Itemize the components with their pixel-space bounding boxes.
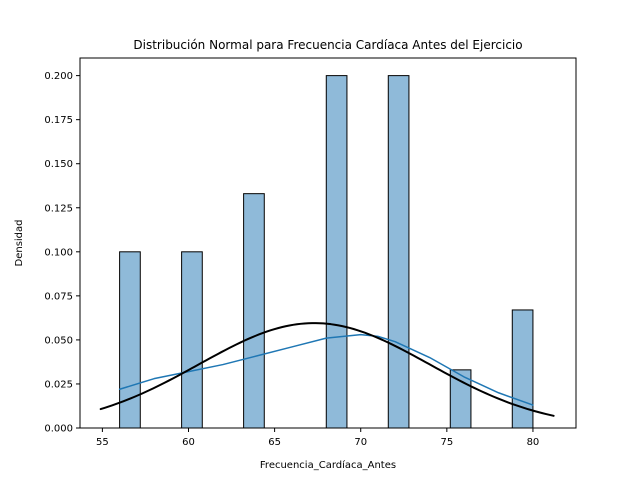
y-tick-label: 0.125 <box>44 203 73 214</box>
histogram-bar-3 <box>243 193 265 429</box>
y-axis-ticks: 0.000 0.025 0.050 0.075 0.100 0.125 0.150 0.175… <box>44 71 80 435</box>
chart-title: Distribución Normal para Frecuencia Card… <box>133 38 522 52</box>
x-tick-label: 75 <box>440 437 453 448</box>
x-tick-label: 70 <box>354 437 367 448</box>
y-axis-label: Densidad <box>14 219 25 266</box>
y-tick-label: 0.050 <box>44 335 73 346</box>
y-tick-label: 0.075 <box>44 291 73 302</box>
histogram-bar-4 <box>325 75 348 429</box>
x-tick-label: 55 <box>96 437 109 448</box>
x-tick-label: 60 <box>182 437 195 448</box>
plot-frame <box>79 57 577 429</box>
x-axis-ticks: 55 60 65 70 75 80 <box>96 428 539 448</box>
y-tick-label: 0.100 <box>44 247 73 258</box>
histogram-bar-2 <box>181 251 203 429</box>
y-tick-label: 0.175 <box>44 115 73 126</box>
lines-layer <box>99 322 555 417</box>
y-tick-label: 0.000 <box>44 424 73 435</box>
kde-curve <box>118 333 534 406</box>
histogram-bar-5 <box>387 75 410 429</box>
y-tick-label: 0.200 <box>44 71 73 82</box>
normal-pdf-curve <box>99 322 555 417</box>
y-tick-label: 0.150 <box>44 159 73 170</box>
x-axis-label: Frecuencia_Cardíaca_Antes <box>260 459 396 471</box>
x-tick-label: 65 <box>268 437 281 448</box>
bars-layer <box>119 75 534 429</box>
y-tick-label: 0.025 <box>44 379 73 390</box>
x-tick-label: 80 <box>527 437 540 448</box>
